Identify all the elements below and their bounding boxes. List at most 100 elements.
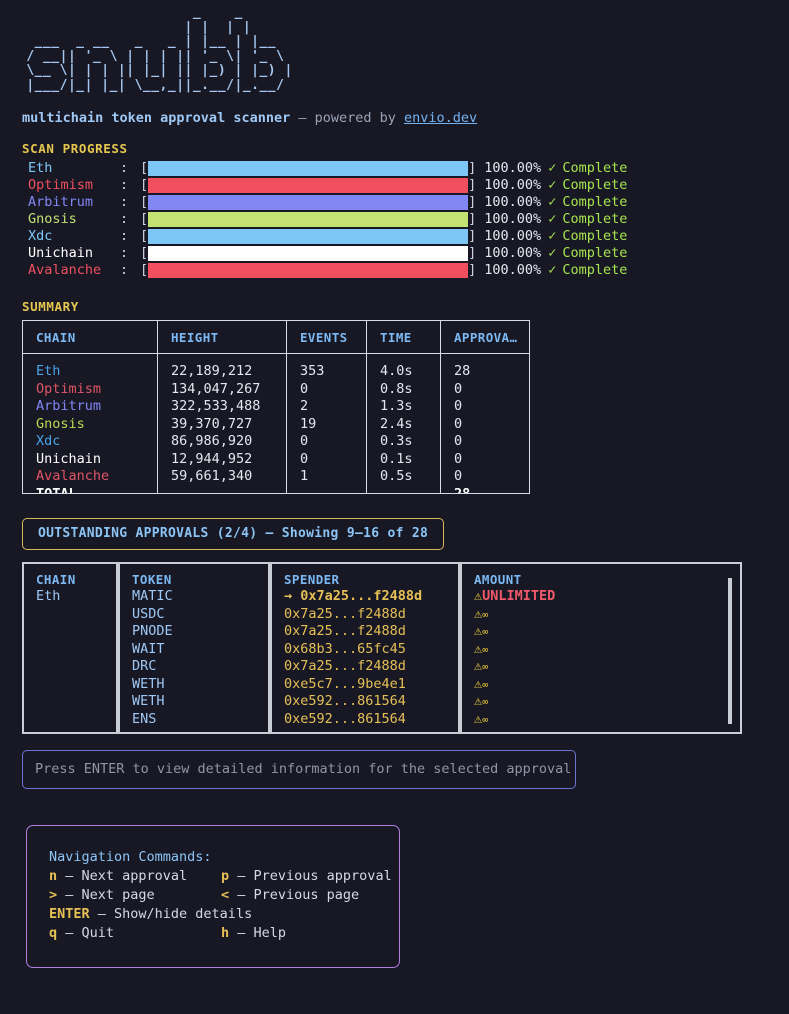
summary-total-cell <box>380 486 440 494</box>
navigation-key: n <box>49 868 58 884</box>
checkmark-icon: ✓ <box>548 228 557 244</box>
progress-bar-track <box>148 263 469 278</box>
navigation-command-right[interactable]: < — Previous page <box>221 886 359 905</box>
approval-spender-cell[interactable]: 0xe592...861564 <box>284 710 406 727</box>
progress-bar-fill <box>148 263 469 278</box>
summary-cell: 22,189,212 <box>171 363 253 379</box>
navigation-key: h <box>221 925 230 941</box>
checkmark-icon: ✓ <box>548 177 557 193</box>
navigation-command-right[interactable]: p — Previous approval <box>221 867 392 886</box>
approval-token-cell[interactable]: DRC <box>132 658 157 674</box>
approval-token-cell[interactable]: MATIC <box>132 588 173 604</box>
summary-cell: 353 <box>300 363 325 379</box>
approval-spender-cell[interactable]: 0x7a25...f2488d <box>284 623 406 639</box>
progress-percent-label: 100.00% <box>484 194 542 210</box>
summary-cell: 0 <box>300 433 309 449</box>
scan-progress-row: Optimism: [] 100.00% ✓ Complete <box>0 177 789 194</box>
approval-spender-cell[interactable]: 0xe592...861564 <box>284 693 406 709</box>
navigation-command-line: ENTER — Show/hide details <box>49 905 399 924</box>
summary-cell: 0.8s <box>380 380 413 397</box>
summary-cell: 0.5s <box>380 468 413 484</box>
approval-token-cell[interactable]: WETH <box>132 675 165 692</box>
summary-cell: 28 <box>454 363 471 379</box>
scan-progress-chain-label: Avalanche <box>28 262 102 278</box>
scan-progress-heading: SCAN PROGRESS <box>22 141 128 156</box>
scan-progress-row: Avalanche: [] 100.00% ✓ Complete <box>0 262 789 279</box>
approval-token-cell[interactable]: WAIT <box>132 640 165 657</box>
summary-cell: 59,661,340 <box>171 468 253 484</box>
navigation-key: < <box>221 887 230 903</box>
progress-percent-label: 100.00% <box>484 262 542 278</box>
approval-amount-value: ∞ <box>482 697 489 708</box>
scan-progress-colon: : <box>120 262 129 278</box>
summary-cell: Gnosis <box>36 415 85 432</box>
approval-amount-cell: ⚠∞ <box>474 676 740 694</box>
navigation-key: p <box>221 868 230 884</box>
approval-spender-cell[interactable]: 0x68b3...65fc45 <box>284 640 406 657</box>
approval-amount-value: ∞ <box>482 627 489 638</box>
navigation-command-left[interactable]: n — Next approval <box>49 867 221 886</box>
navigation-command-left[interactable]: q — Quit <box>49 924 221 943</box>
summary-column-chain: Eth Optimism Arbitrum Gnosis Xdc Unichain Aval… <box>23 354 158 493</box>
approvals-table[interactable]: CHAIN Eth TOKEN MATIC USDC PNODE WAIT DRC WET… <box>22 562 742 738</box>
approval-token-cell[interactable]: PNODE <box>132 623 173 639</box>
approval-spender-cell[interactable]: 0x7a25...f2488d <box>284 605 406 622</box>
progress-bracket-close: ] <box>468 228 477 244</box>
approvals-scrollbar[interactable] <box>728 578 732 724</box>
summary-column-events: 353 0 2 19 0 0 1 <box>287 354 367 493</box>
navigation-command-left[interactable]: ENTER — Show/hide details <box>49 905 252 924</box>
summary-cell: 0.3s <box>380 433 413 449</box>
summary-header-cell: CHAIN <box>23 321 158 353</box>
summary-cell: 322,533,488 <box>171 398 261 414</box>
checkmark-icon: ✓ <box>548 194 557 210</box>
navigation-command-line: q — Quit h — Help <box>49 924 399 943</box>
summary-header-cell: APPROVA… <box>454 330 518 345</box>
approval-amount-value: ∞ <box>482 644 489 656</box>
summary-column-time: 4.0s 0.8s 1.3s 2.4s 0.3s 0.1s 0.5s <box>367 354 441 493</box>
progress-status-label: Complete <box>562 194 628 210</box>
progress-status-label: Complete <box>562 245 628 261</box>
summary-cell: 1.3s <box>380 398 413 414</box>
approvals-token-list: MATIC USDC PNODE WAIT DRC WETH WETH ENS <box>132 588 268 728</box>
summary-cell: 19 <box>300 415 317 432</box>
approval-token-cell[interactable]: ENS <box>132 710 157 727</box>
approval-spender-cell[interactable]: 0x7a25...f2488d <box>284 658 406 674</box>
summary-total-cell: TOTAL <box>36 486 157 494</box>
summary-cell: 0 <box>300 380 309 397</box>
approval-spender-address: 0x7a25...f2488d <box>300 588 423 604</box>
navigation-description: — Previous page <box>229 887 360 903</box>
summary-cell: Eth <box>36 363 61 379</box>
summary-cell: 0 <box>300 450 309 467</box>
scan-progress-chain-label: Optimism <box>28 177 94 193</box>
navigation-description: — Previous approval <box>229 868 392 884</box>
approval-token-cell[interactable]: USDC <box>132 605 165 622</box>
warning-triangle-icon: ⚠ <box>474 605 483 622</box>
navigation-key: > <box>49 887 58 903</box>
progress-bracket-close: ] <box>468 194 477 210</box>
navigation-command-right[interactable]: h — Help <box>221 924 286 943</box>
approval-spender-cell[interactable]: → 0x7a25...f2488d <box>284 588 458 606</box>
subtitle-separator-text: — powered by <box>290 110 405 126</box>
summary-cell: 0 <box>454 450 463 467</box>
progress-bar-track <box>148 229 469 244</box>
approvals-column-spender: SPENDER → 0x7a25...f2488d 0x7a25...f2488d… <box>270 562 460 734</box>
subtitle-main-text: multichain token approval scanner <box>22 110 291 126</box>
progress-bar-track <box>148 161 469 176</box>
progress-bracket-close: ] <box>468 177 477 193</box>
approval-token-cell[interactable]: WETH <box>132 693 165 709</box>
scan-progress-colon: : <box>120 194 129 210</box>
envio-dev-link[interactable]: envio.dev <box>404 110 478 126</box>
summary-cell: 0 <box>454 398 463 414</box>
navigation-command-left[interactable]: > — Next page <box>49 886 221 905</box>
approval-spender-cell[interactable]: 0xe5c7...9be4e1 <box>284 675 406 692</box>
summary-cell: 0.1s <box>380 450 413 467</box>
navigation-commands-box: Navigation Commands: n — Next approval p … <box>26 825 400 968</box>
summary-cell: Optimism <box>36 380 102 397</box>
progress-bracket-close: ] <box>468 245 477 261</box>
scan-progress-chain-label: Xdc <box>28 228 53 244</box>
progress-bar-fill <box>148 178 469 193</box>
progress-bracket-open: [ <box>140 262 149 278</box>
navigation-description: — Next approval <box>57 868 188 884</box>
warning-triangle-icon: ⚠ <box>474 640 483 657</box>
navigation-command-line: n — Next approval p — Previous approval <box>49 867 399 886</box>
